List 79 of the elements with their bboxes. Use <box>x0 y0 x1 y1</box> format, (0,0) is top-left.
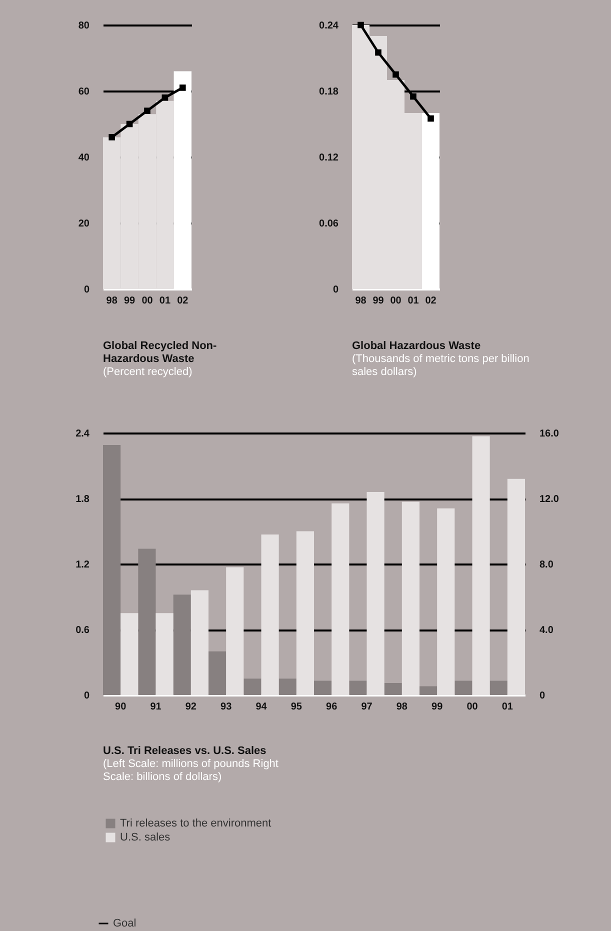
x-tick-label: 96 <box>326 702 338 712</box>
point <box>410 93 416 100</box>
x-tick-label: 99 <box>372 296 384 306</box>
x-tick-label: 99 <box>432 702 444 712</box>
bar <box>226 567 244 695</box>
y-tick-label: 1.2 <box>76 560 90 570</box>
point <box>144 108 150 114</box>
x-tick-label: 01 <box>408 296 420 306</box>
point <box>108 134 116 140</box>
y-tick-label: 60 <box>78 86 90 98</box>
text: Global Recycled Non-Hazardous Waste <box>103 340 218 366</box>
text: U.S. Tri Releases vs. U.S. Sales <box>103 745 268 758</box>
text: (Thousands of metric tons per billion sales dollars) <box>352 353 530 379</box>
y-tick-label: 20 <box>78 218 90 230</box>
y-tick-label: 0.12 <box>319 152 339 164</box>
x-tick-label: 99 <box>124 296 136 306</box>
text: (Left Scale: millions of pounds Right Scale: billions of dollars) <box>103 758 280 784</box>
bar <box>244 678 262 695</box>
y2-tick-label: 16.0 <box>540 428 560 440</box>
x-tick-label: 00 <box>142 296 154 306</box>
y2-tick-label: 4.0 <box>540 625 554 636</box>
x-tick-label: 98 <box>106 296 118 306</box>
x-tick-label: 90 <box>115 702 127 712</box>
point <box>126 120 133 128</box>
y-tick-label: 1.8 <box>76 494 90 505</box>
bar <box>314 680 332 695</box>
x-tick-label: 91 <box>150 702 162 712</box>
bar <box>384 682 402 695</box>
y-tick-label: 0 <box>84 284 90 296</box>
bar <box>349 680 367 695</box>
y-tick-label: 0.18 <box>319 86 339 98</box>
y-tick-label: 80 <box>78 20 90 32</box>
x-tick-label: 00 <box>466 702 478 712</box>
legend-label: Tri releases to the environment <box>120 818 272 830</box>
point <box>392 71 399 78</box>
bar <box>490 680 508 695</box>
point <box>428 115 434 122</box>
x-tick-label: 95 <box>290 702 302 712</box>
x-tick-label: 98 <box>396 702 408 712</box>
y-tick-label: 0.6 <box>76 625 90 636</box>
y2-tick-label: 0 <box>540 690 546 702</box>
x-tick-label: 98 <box>355 296 367 306</box>
legend-label: U.S. sales <box>120 832 171 844</box>
bar <box>420 686 438 695</box>
x-tick-label: 94 <box>256 702 268 712</box>
x-tick-label: 93 <box>220 702 232 712</box>
y-tick-label: 0.06 <box>319 218 339 230</box>
y-tick-label: 0 <box>84 690 90 702</box>
bar <box>366 492 384 695</box>
bar <box>278 678 296 695</box>
bar <box>437 508 455 695</box>
bar <box>507 478 525 695</box>
y2-tick-label: 12.0 <box>540 494 560 505</box>
bar <box>402 502 420 695</box>
bar <box>296 531 314 695</box>
text: Global Hazardous Waste <box>352 340 482 353</box>
x-tick-label: 01 <box>159 296 171 306</box>
point <box>179 84 186 91</box>
y2-tick-label: 8.0 <box>540 560 554 570</box>
text: (Percent recycled) <box>103 366 194 379</box>
bar <box>261 534 279 695</box>
bar <box>454 680 472 695</box>
bar <box>332 503 350 695</box>
bar <box>103 445 121 695</box>
point <box>162 94 168 101</box>
x-tick-label: 02 <box>177 296 189 306</box>
y-tick-label: 0 <box>332 284 339 296</box>
y-tick-label: 40 <box>78 152 90 164</box>
point <box>375 49 382 56</box>
x-tick-label: 92 <box>185 702 197 712</box>
legend-label: Goal <box>113 918 136 930</box>
x-tick-label: 97 <box>361 702 373 712</box>
x-tick-label: 00 <box>390 296 402 306</box>
bar <box>472 436 490 695</box>
point <box>358 22 364 28</box>
y-tick-label: 2.4 <box>76 428 90 440</box>
x-tick-label: 01 <box>502 702 514 712</box>
y-tick-label: 0.24 <box>319 20 339 32</box>
x-tick-label: 02 <box>425 296 437 306</box>
